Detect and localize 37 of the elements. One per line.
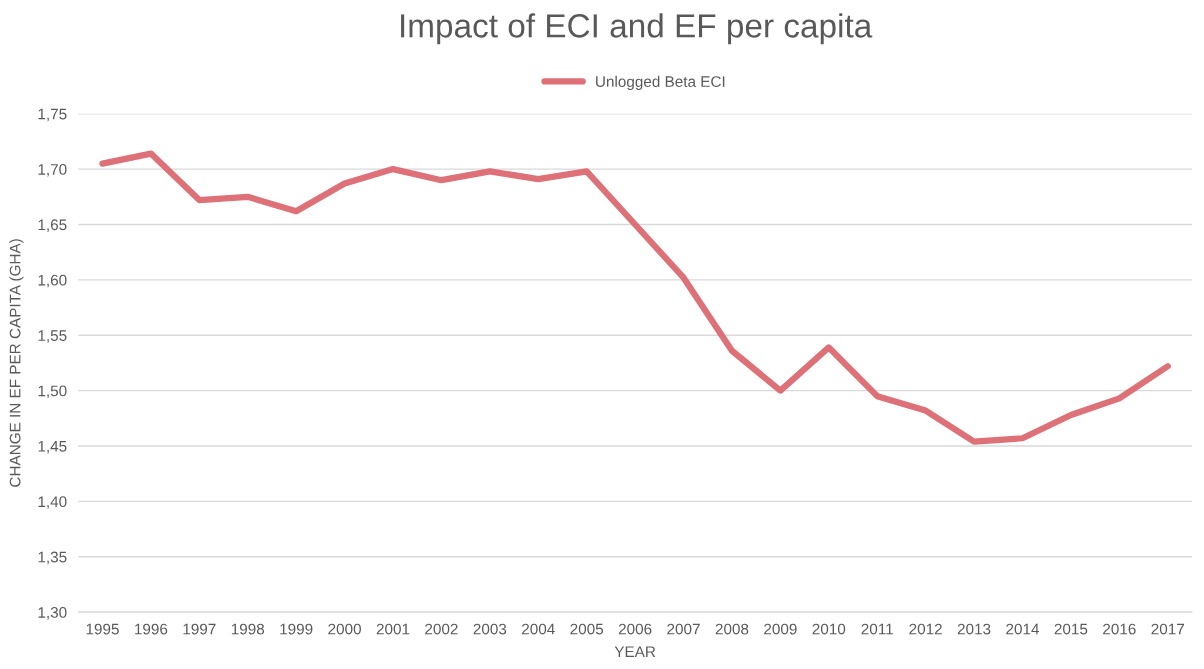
x-tick-label: 2014 (1006, 623, 1040, 635)
y-tick-label: 1,75 (38, 108, 67, 122)
x-tick-label: 2008 (715, 623, 749, 635)
y-tick-label: 1,35 (38, 551, 67, 565)
x-tick-label: 1998 (231, 623, 265, 635)
x-tick-label: 2006 (618, 623, 652, 635)
x-tick-label: 2000 (328, 623, 361, 635)
y-axis-title: CHANGE IN EF PER CAPITA (GHA) (9, 239, 24, 487)
y-tick-label: 1,55 (38, 330, 67, 343)
x-tick-label: 1996 (135, 623, 168, 635)
x-tick-label: 1995 (86, 623, 119, 635)
y-tick-label: 1,40 (38, 496, 67, 509)
chart-title: Impact of ECI and EF per capita (401, 13, 873, 45)
x-tick-label: 2002 (425, 623, 458, 635)
x-tick-label: 2003 (473, 623, 507, 635)
x-axis-title: YEAR (614, 646, 656, 657)
x-tick-label: 1997 (183, 623, 216, 635)
x-tick-label: 2012 (909, 623, 942, 635)
x-tick-label: 2007 (667, 623, 700, 635)
y-tick-label: 1,30 (38, 607, 67, 620)
x-tick-label: 2017 (1151, 623, 1184, 635)
y-tick-label: 1,60 (38, 274, 67, 288)
y-tick-label: 1,50 (38, 385, 67, 399)
x-tick-label: 2004 (522, 623, 555, 635)
y-tick-label: 1,70 (38, 163, 67, 177)
y-tick-label: 1,45 (38, 441, 67, 454)
y-tick-label: 1,65 (38, 219, 67, 232)
x-tick-label: 1999 (280, 623, 313, 635)
x-tick-label: 2016 (1103, 623, 1136, 635)
x-tick-label: 2013 (957, 623, 991, 635)
x-tick-label: 2001 (376, 623, 410, 635)
x-tick-label: 2011 (861, 623, 893, 635)
x-tick-label: 2005 (570, 623, 604, 635)
x-tick-label: 2010 (812, 623, 846, 635)
x-tick-label: 2009 (764, 623, 797, 635)
legend-label: Unlogged Beta ECI (596, 75, 725, 91)
x-tick-label: 2015 (1054, 623, 1088, 635)
